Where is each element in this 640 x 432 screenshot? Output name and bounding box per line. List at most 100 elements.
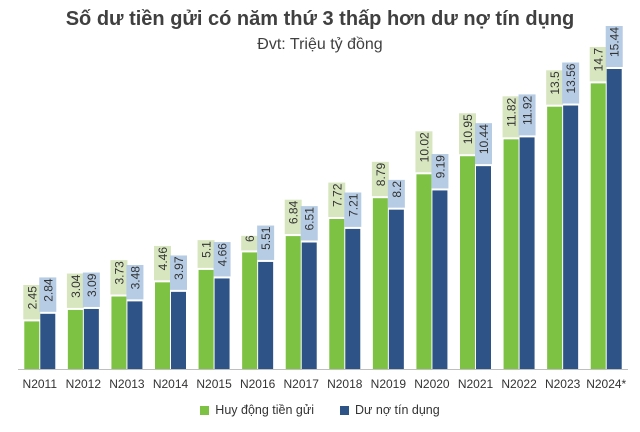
legend-item-deposits: Huy động tiền gửi: [200, 403, 314, 417]
value-label-box: [475, 123, 492, 165]
x-tick-label: N2015: [196, 377, 232, 391]
value-label-box: [66, 273, 84, 308]
value-label-box: [328, 182, 346, 217]
value-label-text: 6.51: [303, 207, 317, 231]
value-label-text: 3.04: [69, 274, 83, 298]
value-label-deposits: 6.84: [284, 199, 302, 235]
value-label-box: [502, 96, 520, 138]
value-label-deposits: 7.72: [328, 182, 346, 217]
value-label-box: [415, 131, 433, 173]
x-tick-label: N2014: [153, 377, 189, 391]
bar-credit: [301, 242, 317, 369]
value-label-text: 5.1: [200, 241, 214, 258]
value-label-credit: 9.19: [431, 154, 449, 189]
value-label-box: [241, 235, 259, 251]
value-label-text: 10.44: [477, 124, 491, 154]
value-label-credit: 4.66: [213, 242, 231, 277]
value-label-text: 10.95: [461, 114, 475, 144]
x-tick-label: N2011: [23, 377, 58, 391]
value-label-box: [284, 199, 302, 235]
value-label-box: [605, 26, 623, 67]
value-label-text: 7.21: [346, 193, 360, 217]
value-label-credit: 5.51: [257, 225, 275, 260]
value-label-box: [126, 264, 144, 300]
value-label-credit: 3.48: [126, 264, 144, 300]
bar-deposits: [198, 269, 214, 369]
value-label-text: 11.92: [521, 95, 535, 124]
value-label-deposits: 5.1: [197, 240, 215, 268]
value-label-text: 4.66: [216, 243, 230, 267]
value-label-box: [257, 225, 275, 260]
value-label-box: [154, 245, 171, 281]
x-tick-label: N2013: [109, 377, 145, 391]
value-label-text: 2.84: [41, 278, 55, 302]
bar-deposits: [372, 198, 388, 369]
bar-deposits: [111, 296, 127, 369]
value-label-credit: 10.44: [475, 123, 492, 165]
value-label-credit: 11.92: [518, 94, 536, 136]
value-label-box: [546, 70, 564, 105]
value-label-text: 7.72: [330, 183, 344, 207]
legend-item-credit: Dư nợ tín dụng: [340, 403, 440, 417]
chart-subtitle: Đvt: Triệu tỷ đồng: [257, 36, 383, 53]
value-label-text: 2.45: [25, 286, 39, 310]
value-label-credit: 7.21: [344, 192, 362, 227]
value-label-text: 10.02: [417, 132, 431, 162]
bar-chart: N2011 2.45 2.84 N2012 3.04 3.09 N2013 3.73 3.48 N…: [18, 26, 628, 391]
value-label-box: [589, 46, 607, 82]
value-label-deposits: 4.46: [154, 245, 171, 281]
value-label-deposits: 2.45: [23, 284, 41, 320]
value-label-deposits: 10.95: [459, 113, 476, 155]
value-label-text: 3.48: [128, 266, 142, 290]
value-label-credit: 15.44: [605, 26, 623, 67]
x-tick-label: N2023: [545, 377, 581, 391]
bar-deposits: [503, 139, 519, 369]
value-label-text: 3.73: [112, 261, 126, 285]
x-tick-label: N2021: [458, 377, 494, 391]
value-label-box: [371, 161, 389, 197]
value-label-box: [197, 240, 215, 268]
value-label-deposits: 8.79: [371, 161, 389, 197]
bar-credit: [563, 105, 579, 369]
bar-credit: [83, 308, 99, 369]
x-tick-label: N2019: [371, 377, 407, 391]
bar-credit: [345, 228, 361, 369]
legend-swatch-credit: [340, 405, 350, 415]
value-label-deposits: 3.73: [110, 260, 128, 295]
bar-deposits: [547, 106, 563, 369]
bar-credit: [214, 278, 230, 369]
value-label-box: [213, 242, 231, 277]
legend-label-credit: Dư nợ tín dụng: [355, 403, 440, 417]
x-tick-label: N2024*: [586, 377, 626, 391]
x-tick-label: N2017: [284, 377, 320, 391]
x-tick-label: N2018: [327, 377, 363, 391]
bar-credit: [432, 190, 448, 369]
value-label-text: 4.46: [156, 247, 170, 271]
value-label-deposits: 13.5: [546, 70, 564, 105]
bar-credit: [476, 166, 491, 369]
x-tick-label: N2022: [501, 377, 537, 391]
bar-deposits: [460, 156, 475, 369]
value-label-deposits: 10.02: [415, 131, 433, 173]
x-tick-label: N2016: [240, 377, 276, 391]
bar-deposits: [24, 321, 40, 369]
value-label-text: 5.51: [259, 226, 273, 250]
bar-deposits: [285, 236, 301, 369]
value-label-deposits: 6: [241, 235, 259, 251]
legend-swatch-deposits: [200, 405, 210, 415]
value-label-box: [23, 284, 41, 320]
value-label-credit: 3.97: [170, 255, 187, 290]
value-label-box: [344, 192, 362, 227]
bar-credit: [258, 261, 274, 369]
chart-title: Số dư tiền gửi có năm thứ 3 thấp hơn dư …: [65, 8, 575, 30]
value-label-text: 6: [243, 235, 257, 242]
value-label-text: 9.19: [433, 155, 447, 179]
value-label-box: [82, 272, 100, 307]
bar-credit: [388, 209, 404, 369]
value-label-text: 11.82: [505, 97, 519, 126]
bar-deposits: [416, 174, 432, 369]
bar-deposits: [67, 309, 83, 369]
bar-deposits: [329, 219, 345, 369]
value-label-deposits: 14.7: [589, 46, 607, 82]
value-label-box: [387, 179, 405, 208]
